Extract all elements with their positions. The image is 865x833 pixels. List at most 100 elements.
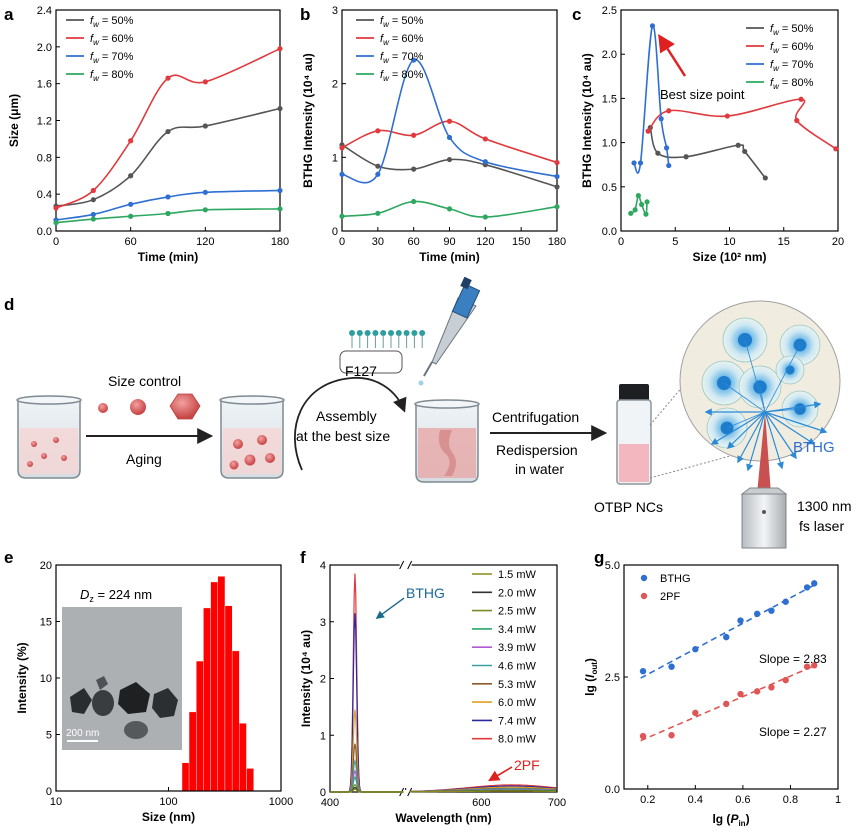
data-point: [202, 123, 208, 129]
data-point: [53, 220, 59, 226]
data-point: [53, 205, 59, 211]
data-point: [663, 145, 670, 151]
panel-letter-c: c: [572, 5, 581, 24]
data-point: [811, 662, 818, 669]
fit-line: [640, 583, 817, 679]
data-point: [737, 690, 744, 698]
x-tick-label: 100: [159, 796, 177, 808]
2pf-label: 2PF: [514, 757, 540, 773]
label-size-control: Size control: [108, 373, 181, 389]
y-axis-label: BTHG Intensity (10⁴ au): [580, 53, 594, 188]
y-tick-label: 5: [46, 730, 52, 742]
y-tick-label: 0.4: [37, 189, 52, 201]
y-tick-label: 1.6: [37, 79, 52, 91]
x-tick-label: 150: [512, 236, 530, 248]
bthg-ray: [764, 411, 784, 470]
data-point: [782, 598, 789, 605]
zoom-circle: [679, 300, 841, 462]
series-line: [647, 98, 837, 150]
bthg-arrow: [375, 597, 405, 619]
excitation-ray: [723, 382, 766, 413]
x-tick-label: 180: [271, 236, 289, 248]
laser-beam: [757, 412, 771, 494]
axis-break-mark: [407, 560, 413, 570]
y-tick-label: 0: [46, 786, 52, 798]
panel-letter-f: f: [300, 548, 306, 567]
excitation-ray: [744, 339, 766, 413]
data-point: [833, 146, 839, 152]
data-point: [723, 700, 730, 708]
data-point: [645, 128, 651, 134]
histogram-bar: [217, 576, 226, 792]
y-tick-label: 0.0: [602, 226, 617, 238]
data-point: [742, 148, 748, 155]
data-point: [128, 201, 134, 207]
legend-entry: 2.5 mW: [498, 606, 537, 618]
tem-particle-6: [124, 721, 148, 739]
data-point: [165, 128, 171, 135]
x-tick-label: 0.4: [688, 794, 703, 806]
x-tick-label: 0: [618, 236, 624, 248]
data-point: [446, 134, 453, 141]
data-point: [724, 113, 730, 119]
y-tick-label: 1.0: [602, 138, 617, 150]
chart-a: 0 60 120 180 0.0 0.4 0.8 1.2 1.6 2.0 2.4 Time (min)…: [7, 5, 289, 264]
data-point: [339, 171, 345, 177]
legend-entry: 3.4 mW: [498, 624, 537, 636]
x-axis-label: lg (Pin): [712, 812, 749, 828]
legend-entry: 5.3 mW: [498, 679, 537, 691]
chart-c: 0 5 10 15 20 0.0 0.5 1.0 1.5 2.0 2.5 Size (10² nm) B…: [580, 5, 844, 264]
spectrum-bthg: [330, 743, 404, 793]
data-point: [628, 210, 634, 216]
f127-head: [372, 330, 379, 336]
data-point: [762, 175, 768, 181]
legend-entry: fw = 50%: [380, 15, 424, 29]
x-tick-label: 60: [125, 236, 137, 248]
2pf-arrow: [488, 766, 513, 782]
y-tick-label: 0.0: [37, 226, 52, 238]
panel-letter-b: b: [300, 5, 310, 24]
spectrum-bthg: [330, 709, 404, 793]
laser-icon: [740, 487, 788, 549]
data-point: [554, 173, 560, 180]
legend-entry: fw = 70%: [770, 59, 814, 73]
data-point: [635, 193, 641, 199]
data-point: [768, 684, 775, 691]
x-axis-label: Wavelength (nm): [395, 811, 491, 825]
x-tick-label: 0: [339, 236, 345, 248]
y-tick-label: 0.0: [605, 784, 620, 796]
data-point: [782, 676, 789, 684]
particle-large: [169, 393, 201, 420]
slope-bthg: Slope = 2.83: [759, 652, 827, 666]
f127-box: [339, 350, 403, 374]
x-tick-label: 10: [723, 236, 735, 248]
x-tick-label: 120: [196, 236, 214, 248]
x-tick-label: 400: [321, 797, 339, 809]
chart-e: 10 100 1000 0 5 10 15 20 Size (nm) Intensity (%): [15, 560, 293, 824]
data-point: [90, 211, 96, 218]
x-tick-label: 120: [476, 236, 494, 248]
legend-entry: 2.0 mW: [498, 587, 537, 599]
series-line: [55, 107, 281, 207]
panel-letter-g: g: [594, 548, 604, 567]
histogram-bar: [210, 581, 219, 792]
label-aging: Aging: [126, 451, 162, 467]
histogram-bar: [203, 607, 211, 792]
data-point: [668, 732, 675, 739]
x-tick-label: 0: [53, 236, 59, 248]
data-point: [655, 150, 661, 156]
y-axis-label: Intensity (10⁴ au): [299, 630, 313, 727]
scale-bar-label: 200 nm: [66, 728, 99, 739]
legend-entry: 1.5 mW: [498, 569, 537, 581]
data-point: [632, 207, 638, 213]
y-tick-label: 1: [320, 730, 326, 742]
chart-f: 400 600 700 0 1 2 3 4 Wavelength (nm) Intensity (…: [299, 560, 566, 825]
data-point: [482, 159, 488, 165]
bthg-ray: [710, 411, 766, 445]
bthg-ray: [764, 411, 828, 434]
legend-entry: fw = 60%: [90, 33, 134, 47]
data-point: [639, 732, 647, 740]
x-axis-label: Time (min): [419, 250, 479, 264]
y-tick-label: 2.0: [602, 49, 617, 61]
